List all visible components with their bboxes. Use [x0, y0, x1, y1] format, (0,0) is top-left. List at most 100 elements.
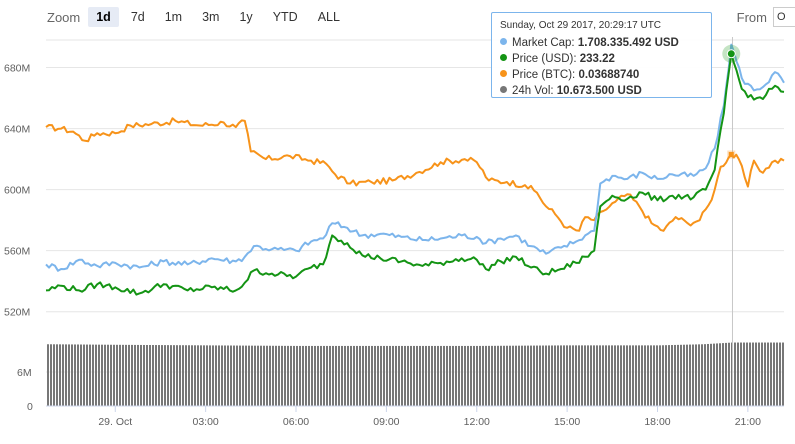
volume-bar	[56, 344, 58, 406]
volume-bar	[83, 344, 85, 406]
volume-bar	[764, 342, 766, 406]
volume-bar	[344, 345, 346, 406]
volume-bar	[614, 345, 616, 406]
volume-bar	[677, 344, 679, 406]
volume-bar	[515, 345, 517, 406]
volume-bar	[596, 345, 598, 406]
volume-bar	[491, 345, 493, 406]
volume-bar	[74, 344, 76, 406]
volume-bar	[452, 345, 454, 406]
volume-bar	[707, 343, 709, 406]
volume-bar	[560, 345, 562, 406]
volume-bar	[284, 345, 286, 406]
tooltip-row-price-usd: Price (USD): 233.22	[500, 51, 703, 67]
volume-bar	[416, 345, 418, 406]
zoom-button-7d[interactable]: 7d	[130, 10, 145, 24]
volume-bar	[446, 345, 448, 406]
volume-bar	[455, 345, 457, 406]
volume-bar	[257, 345, 259, 406]
tooltip-label: 24h Vol:	[512, 85, 554, 97]
volume-bar	[572, 345, 574, 406]
volume-bar	[377, 345, 379, 406]
volume-bar	[500, 345, 502, 406]
volume-bar	[725, 342, 727, 406]
x-tick-label: 18:00	[644, 416, 670, 428]
volume-bar	[770, 342, 772, 406]
tooltip-value: 10.673.500 USD	[556, 85, 642, 97]
volume-bar	[53, 344, 55, 406]
from-date-input[interactable]: O	[773, 7, 795, 27]
volume-bar	[230, 345, 232, 406]
volume-bar	[464, 345, 466, 406]
volume-bar	[197, 345, 199, 406]
highlight-marker	[726, 49, 736, 59]
volume-bar	[605, 345, 607, 406]
volume-bar	[380, 345, 382, 406]
volume-bar	[206, 345, 208, 406]
volume-bar	[536, 345, 538, 406]
volume-bar	[569, 345, 571, 406]
volume-bar	[95, 344, 97, 406]
volume-bar	[308, 345, 310, 406]
tooltip-label: Price (BTC):	[512, 69, 576, 81]
volume-bar	[566, 345, 568, 406]
volume-bar	[662, 345, 664, 406]
volume-bar	[50, 344, 52, 406]
volume-bar	[728, 342, 730, 406]
zoom-button-1y[interactable]: 1y	[239, 10, 253, 24]
tooltip-row-volume: 24h Vol: 10.673.500 USD	[500, 83, 703, 99]
volume-bar	[194, 345, 196, 406]
volume-bar	[212, 345, 214, 406]
volume-bar	[200, 345, 202, 406]
volume-bar	[530, 345, 532, 406]
volume-bar	[191, 345, 193, 406]
zoom-button-1d[interactable]: 1d	[88, 7, 119, 27]
volume-bar	[479, 345, 481, 406]
volume-bar	[746, 342, 748, 406]
volume-bar	[506, 345, 508, 406]
volume-bar	[503, 345, 505, 406]
volume-bar	[86, 344, 88, 406]
volume-bar	[392, 345, 394, 406]
volume-bar	[575, 345, 577, 406]
volume-bar	[674, 344, 676, 406]
x-tick-label: 21:00	[735, 416, 761, 428]
volume-bar	[374, 345, 376, 406]
volume-bar	[584, 345, 586, 406]
volume-bar	[347, 345, 349, 406]
volume-bar	[539, 345, 541, 406]
volume-bar	[737, 342, 739, 406]
series-line-market-cap	[45, 43, 785, 272]
volume-bar	[704, 344, 706, 406]
volume-bar	[161, 345, 163, 406]
volume-bar	[713, 343, 715, 406]
zoom-button-3m[interactable]: 3m	[202, 10, 220, 24]
volume-bar	[401, 345, 403, 406]
volume-bar	[494, 345, 496, 406]
zoom-button-ytd[interactable]: YTD	[272, 10, 298, 24]
volume-bar	[617, 345, 619, 406]
y-tick-label: 560M	[4, 246, 30, 258]
volume-bar	[227, 345, 229, 406]
volume-bar	[647, 345, 649, 406]
volume-bar	[665, 345, 667, 406]
volume-bar	[620, 345, 622, 406]
volume-bar	[629, 345, 631, 406]
volume-bar	[77, 344, 79, 406]
volume-bar	[437, 345, 439, 406]
x-tick-label: 12:00	[464, 416, 490, 428]
volume-bar	[758, 342, 760, 406]
volume-bar	[80, 344, 82, 406]
zoom-button-all[interactable]: ALL	[317, 10, 340, 24]
volume-bar	[164, 345, 166, 406]
volume-bar	[290, 345, 292, 406]
zoom-button-1m[interactable]: 1m	[164, 10, 183, 24]
volume-bar	[488, 345, 490, 406]
volume-bar	[155, 345, 157, 406]
volume-bar	[383, 345, 385, 406]
volume-bar	[668, 345, 670, 406]
volume-bar	[296, 345, 298, 406]
volume-bar	[710, 343, 712, 406]
volume-bar	[761, 342, 763, 406]
volume-bar	[398, 345, 400, 406]
